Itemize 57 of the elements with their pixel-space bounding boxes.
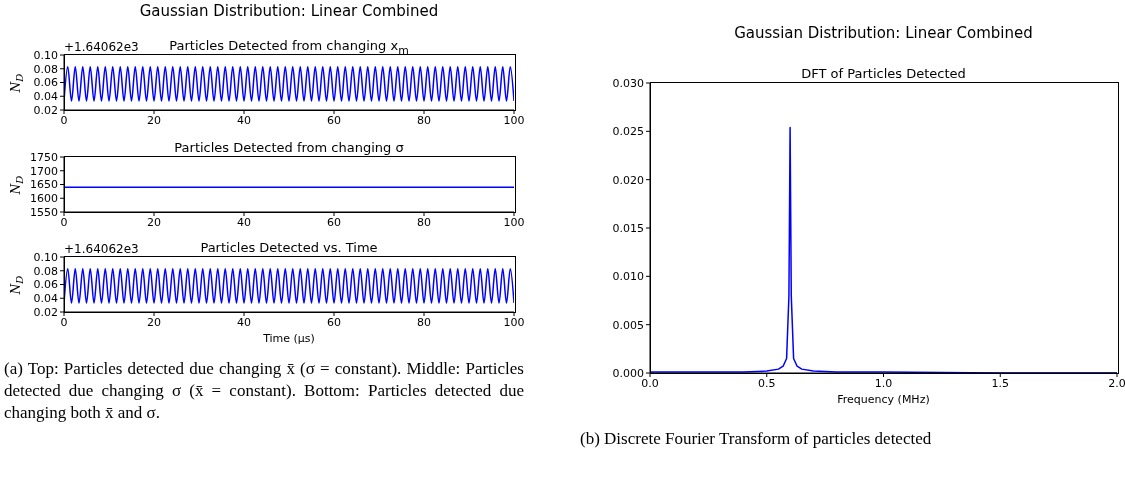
y-tick-label: 0.000: [612, 366, 644, 380]
text: (a) Top: Particles detected due changing x̄ (σ = constant). Middle: Particles detected due changing σ (x̄ = constant). Bottom: Particles detected due changing both x̄ and σ.: [4, 358, 524, 424]
y-tick-label: 0.030: [612, 76, 644, 90]
y-tick-label: 0.06: [33, 76, 58, 90]
x-tick-label: 20: [147, 113, 161, 127]
x-tick-label: 40: [237, 215, 251, 229]
chart-subtitle: Particles Detected vs. Time: [200, 240, 378, 255]
x-tick-label: 0.0: [641, 376, 659, 390]
y-tick-label: 0.06: [33, 278, 58, 292]
y-tick-label: 1650: [30, 178, 58, 192]
chart-subtitle: DFT of Particles Detected: [800, 66, 967, 81]
y-tick-label: 0.10: [33, 48, 58, 62]
x-tick-label: 60: [327, 215, 341, 229]
x-tick-label: 80: [417, 315, 431, 329]
y-tick-label: 0.08: [33, 264, 58, 278]
x-tick-label: 0: [60, 113, 68, 127]
text: +1.64062e3: [64, 242, 139, 256]
x-tick-label: 20: [147, 315, 161, 329]
x-tick-label: 0: [60, 315, 68, 329]
x-tick-label: 100: [503, 113, 525, 127]
y-tick-label: 1550: [30, 205, 58, 219]
chart-subtitle: Particles Detected from changing σ: [173, 140, 405, 155]
x-tick-label: 100: [503, 315, 525, 329]
x-tick-label: 60: [327, 113, 341, 127]
y-tick-label: 0.08: [33, 62, 58, 76]
text: (b) Discrete Fourier Transform of particles detected: [580, 428, 933, 450]
y-tick-label: 1750: [30, 150, 58, 164]
y-tick-label: 1700: [30, 164, 58, 178]
y-tick-label: 0.02: [33, 305, 58, 319]
chart-title: Gaussian Distribution: Linear Combined: [733, 24, 1034, 42]
x-axis-title: Time (μs): [262, 332, 316, 345]
y-tick-label: 0.10: [33, 250, 58, 264]
x-axis-title: Frequency (MHz): [836, 393, 931, 406]
x-tick-label: 2.0: [1108, 376, 1125, 390]
x-tick-label: 1.5: [991, 376, 1009, 390]
y-tick-label: 0.04: [33, 292, 58, 306]
x-tick-label: 40: [237, 113, 251, 127]
x-tick-label: 60: [327, 315, 341, 329]
y-tick-label: 0.015: [612, 221, 644, 235]
x-tick-label: 80: [417, 113, 431, 127]
x-tick-label: 40: [237, 315, 251, 329]
x-tick-label: 0: [60, 215, 68, 229]
y-tick-label: 0.020: [612, 173, 644, 187]
text: +1.64062e3: [64, 40, 139, 54]
y-tick-label: 0.02: [33, 103, 58, 117]
x-tick-label: 100: [503, 215, 525, 229]
chart-title: Gaussian Distribution: Linear Combined: [138, 2, 440, 20]
y-tick-label: 0.010: [612, 270, 644, 284]
x-tick-label: 80: [417, 215, 431, 229]
x-tick-label: 0.5: [758, 376, 776, 390]
y-tick-label: 1600: [30, 192, 58, 206]
y-tick-label: 0.04: [33, 90, 58, 104]
chart-subtitle: Particles Detected from changing x$_{m}$: [169, 38, 409, 57]
y-tick-label: 0.025: [612, 125, 644, 139]
x-tick-label: 20: [147, 215, 161, 229]
x-tick-label: 1.0: [874, 376, 893, 390]
y-tick-label: 0.005: [612, 318, 644, 332]
